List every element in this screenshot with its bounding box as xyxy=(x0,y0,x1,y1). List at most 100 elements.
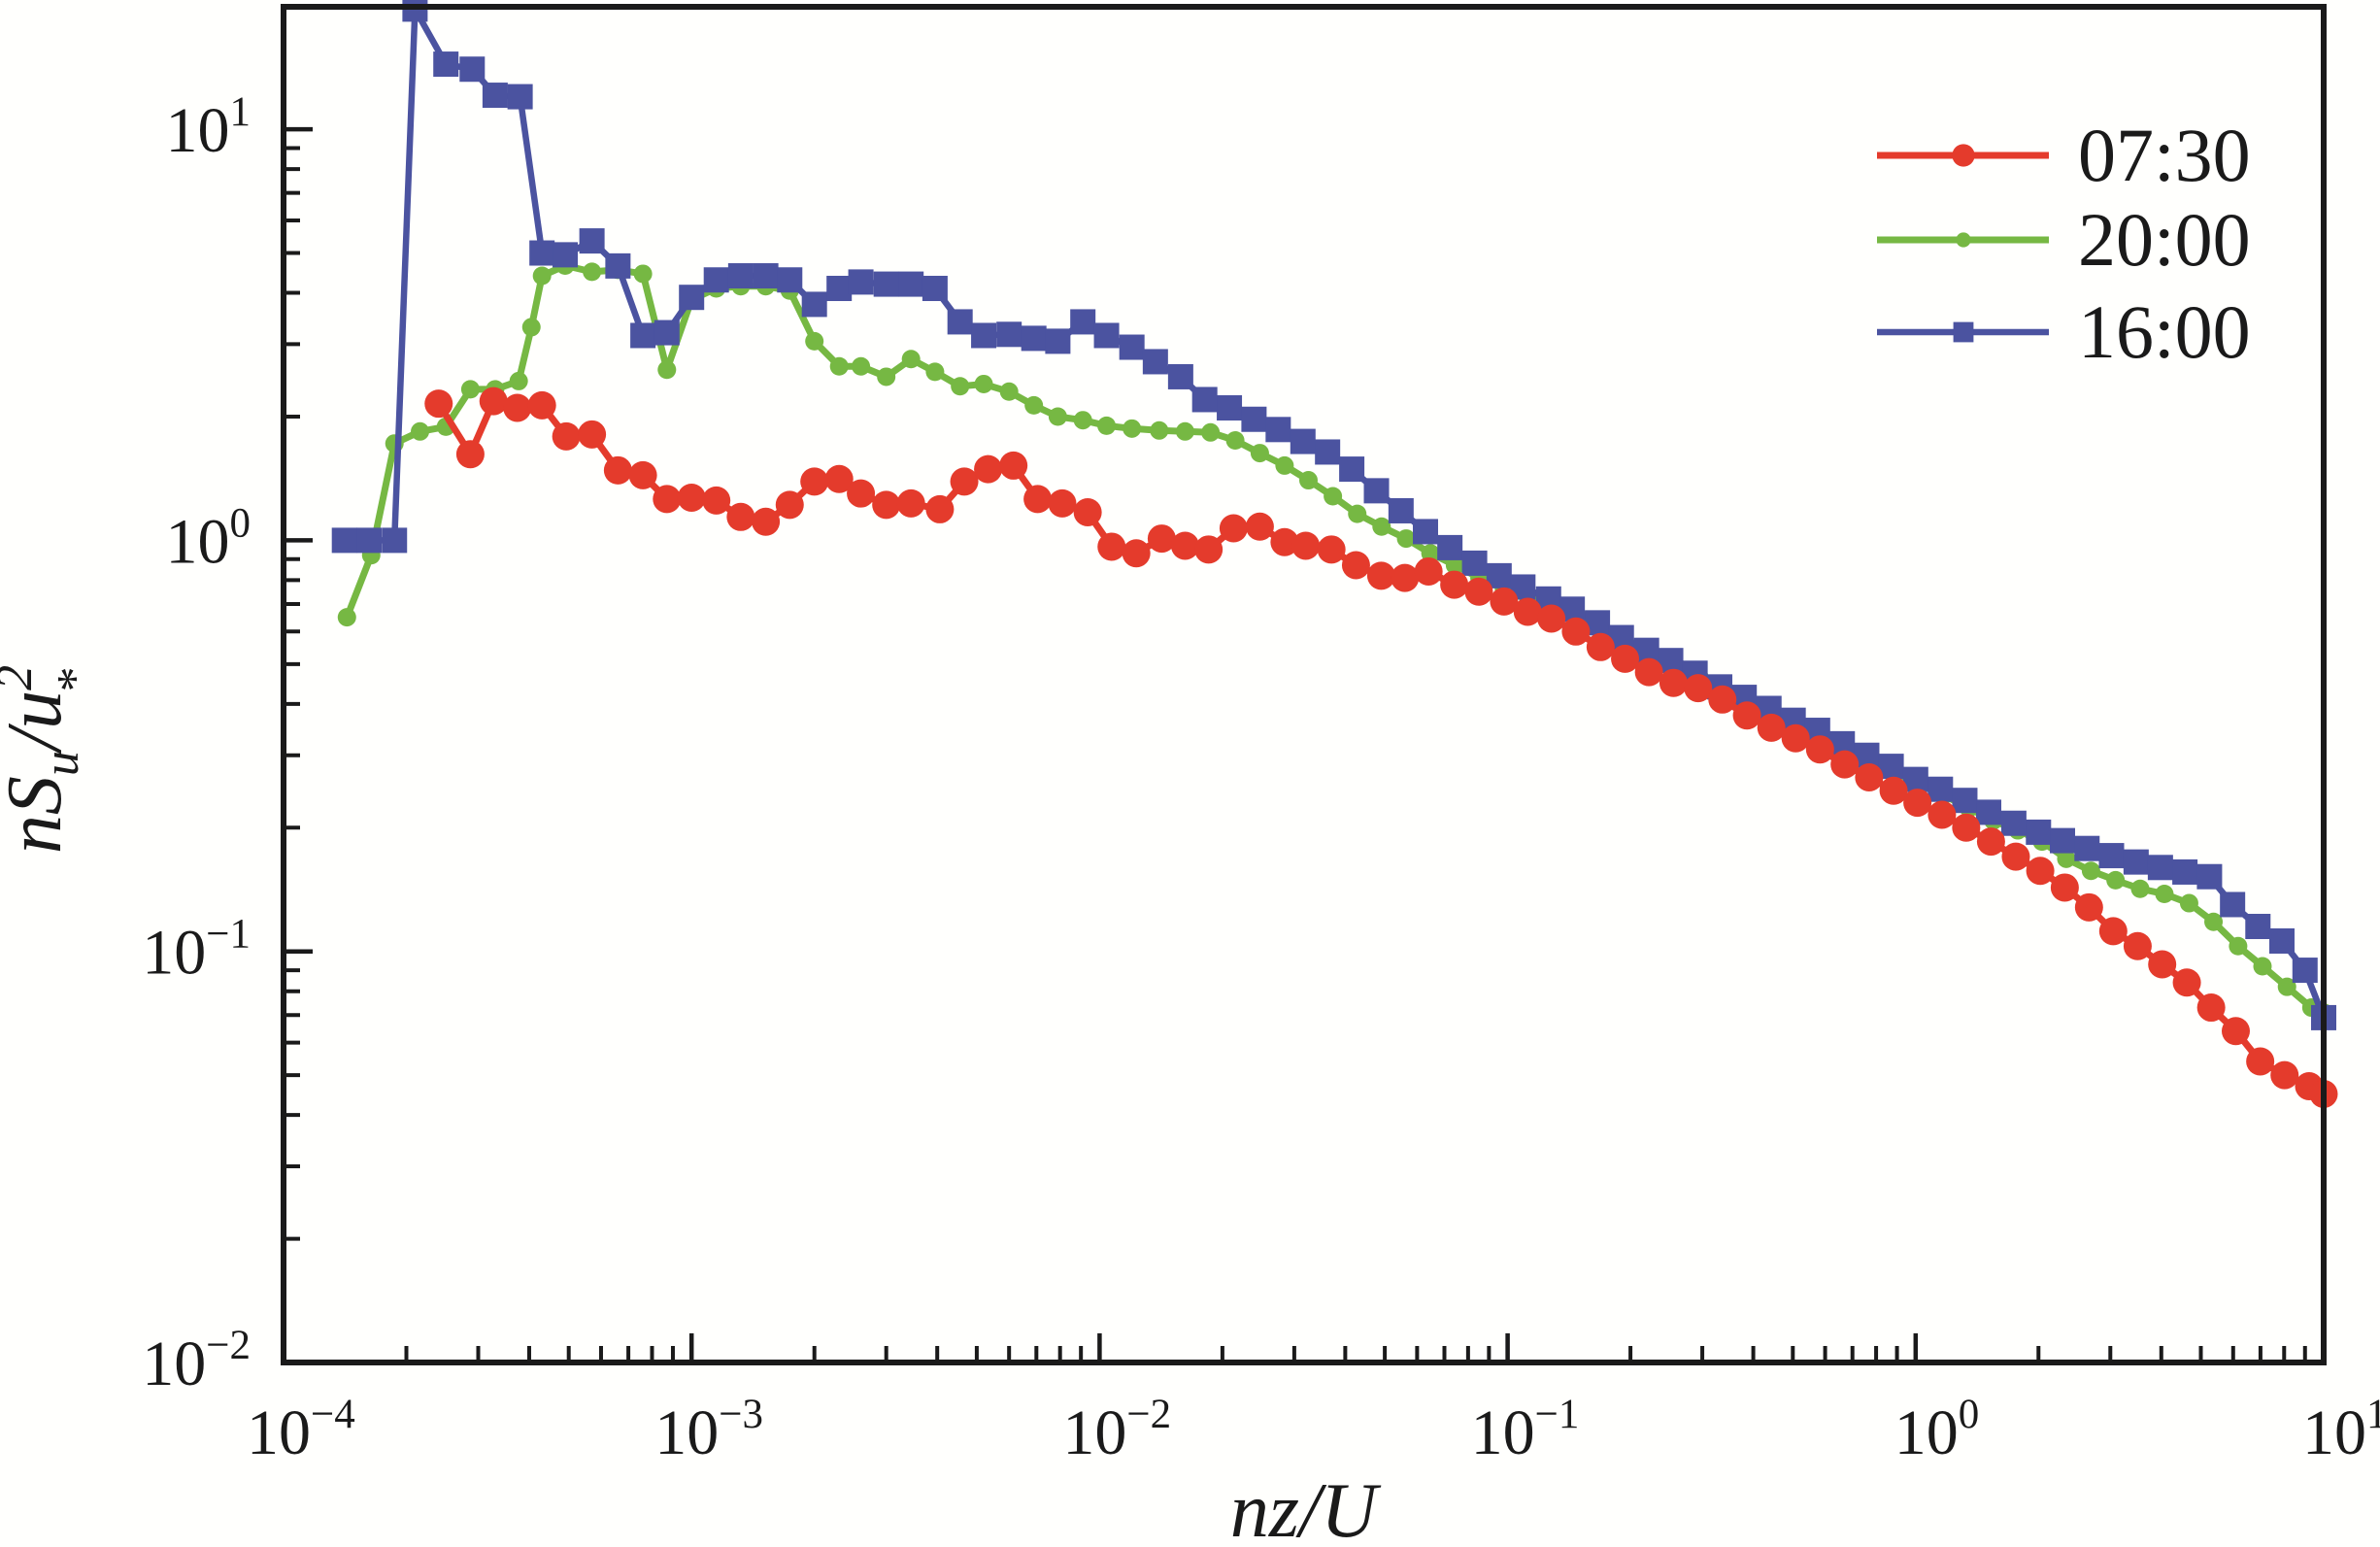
marker-square xyxy=(630,322,656,349)
marker-circle xyxy=(578,420,607,449)
marker-circle xyxy=(2277,977,2296,996)
marker-circle xyxy=(2172,968,2201,997)
marker-square xyxy=(971,322,997,349)
marker-circle xyxy=(2246,1047,2275,1076)
marker-circle xyxy=(657,360,677,380)
marker-circle xyxy=(752,507,781,536)
marker-square xyxy=(2172,858,2198,885)
marker-square xyxy=(2026,819,2052,845)
y-tick-label: 100 xyxy=(166,500,251,577)
marker-square xyxy=(1412,519,1438,545)
marker-circle xyxy=(1225,431,1245,451)
marker-square xyxy=(947,309,973,335)
marker-circle xyxy=(800,467,829,496)
x-tick-label: 10−1 xyxy=(1471,1392,1580,1468)
marker-circle xyxy=(1270,527,1299,556)
marker-circle xyxy=(532,266,552,286)
marker-square xyxy=(2147,855,2173,881)
marker-circle xyxy=(1396,529,1416,549)
marker-circle xyxy=(1291,531,1321,560)
marker-circle xyxy=(896,488,925,518)
y-axis-label: nSu/u2* xyxy=(0,665,103,854)
marker-circle xyxy=(1048,407,1067,426)
marker-square xyxy=(1241,406,1267,432)
marker-circle xyxy=(1732,701,1761,730)
marker-circle xyxy=(677,483,706,512)
marker-circle xyxy=(901,350,921,369)
marker-circle xyxy=(925,494,955,523)
marker-square xyxy=(2074,835,2100,861)
marker-square xyxy=(605,252,631,279)
marker-square xyxy=(2220,891,2246,918)
legend-marker-circle xyxy=(1952,144,1975,167)
marker-circle xyxy=(1952,813,1981,842)
marker-square xyxy=(898,271,924,297)
marker-circle xyxy=(999,451,1028,480)
marker-square xyxy=(703,267,729,293)
marker-circle xyxy=(1097,416,1117,435)
marker-circle xyxy=(2253,957,2272,976)
marker-square xyxy=(1191,387,1218,413)
marker-circle xyxy=(521,318,541,337)
marker-circle xyxy=(2026,857,2055,886)
marker-circle xyxy=(460,380,480,399)
marker-circle xyxy=(1170,531,1199,560)
marker-circle xyxy=(2179,893,2198,913)
x-tick-label: 101 xyxy=(2302,1392,2380,1468)
marker-square xyxy=(529,240,555,266)
marker-circle xyxy=(1634,657,1663,687)
y-tick-label: 10−2 xyxy=(142,1323,251,1399)
marker-circle xyxy=(2074,892,2103,922)
marker-square xyxy=(2245,914,2271,940)
x-tick-label: 10−2 xyxy=(1062,1392,1171,1468)
marker-circle xyxy=(1366,561,1395,590)
marker-square xyxy=(2050,827,2076,854)
marker-circle xyxy=(2229,936,2248,956)
marker-circle xyxy=(1073,498,1102,527)
legend-label: 16:00 xyxy=(2078,289,2251,374)
marker-square xyxy=(433,51,459,78)
marker-circle xyxy=(603,455,632,485)
marker-square xyxy=(1290,428,1316,454)
marker-circle xyxy=(824,464,854,493)
marker-square xyxy=(331,527,357,554)
marker-circle xyxy=(1048,488,1077,518)
marker-square xyxy=(2196,863,2223,890)
marker-circle xyxy=(1414,556,1443,586)
x-tick-label: 10−3 xyxy=(654,1392,763,1468)
marker-circle xyxy=(852,356,871,376)
marker-circle xyxy=(1024,395,1044,415)
marker-circle xyxy=(2098,917,2128,946)
marker-square xyxy=(654,319,680,346)
marker-circle xyxy=(2123,931,2152,960)
marker-circle xyxy=(1122,539,1151,568)
marker-circle xyxy=(1879,776,1908,805)
y-tick-labels: 10−2 10−1 100 101 xyxy=(142,89,251,1399)
marker-square xyxy=(1927,776,1954,802)
marker-circle xyxy=(2155,884,2174,903)
marker-circle xyxy=(925,362,945,382)
y-axis-label-text: nSu/u2* xyxy=(0,665,103,854)
marker-square xyxy=(1070,309,1096,335)
marker-circle xyxy=(2270,1060,2299,1090)
marker-circle xyxy=(1317,535,1346,564)
marker-circle xyxy=(2196,993,2226,1023)
marker-square xyxy=(1093,322,1120,349)
marker-square xyxy=(777,267,803,293)
legend-label: 07:30 xyxy=(2078,113,2251,197)
marker-square xyxy=(356,527,383,554)
marker-circle xyxy=(702,486,731,515)
marker-circle xyxy=(1201,422,1221,442)
marker-circle xyxy=(1464,577,1493,606)
series-0730 xyxy=(424,387,2338,1108)
x-tick-labels: 10−4 10−3 10−2 10−1 100 101 xyxy=(247,1392,2380,1468)
marker-circle xyxy=(1903,789,1932,818)
marker-circle xyxy=(1684,674,1713,703)
marker-square xyxy=(922,276,948,302)
marker-circle xyxy=(1073,411,1092,430)
marker-square xyxy=(1388,497,1414,523)
marker-square xyxy=(382,527,408,554)
marker-circle xyxy=(1097,532,1126,561)
marker-square xyxy=(402,0,428,22)
